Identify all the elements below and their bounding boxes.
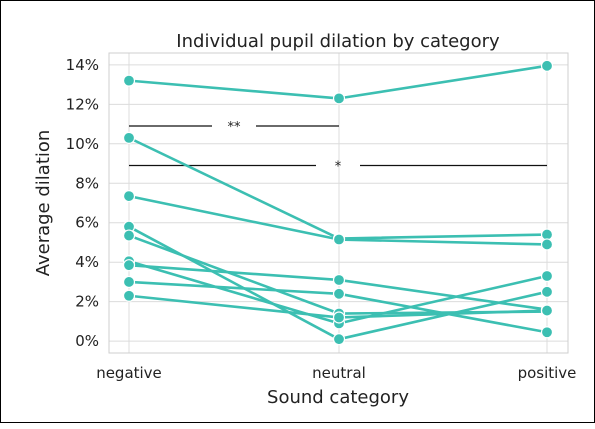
data-point: [122, 131, 136, 144]
series-line: [128, 136, 548, 240]
x-tick-label: neutral: [312, 364, 366, 382]
data-point: [540, 304, 554, 317]
series-group: [122, 59, 554, 346]
y-tick-label: 14%: [66, 56, 99, 74]
data-point: [122, 189, 136, 203]
significance-label: **: [228, 120, 242, 135]
data-point: [332, 287, 346, 300]
chart-title: Individual pupil dilation by category: [176, 31, 500, 52]
data-point: [332, 233, 346, 246]
y-tick-label: 6%: [75, 214, 99, 232]
y-tick-label: 0%: [75, 332, 99, 350]
x-tick-label: positive: [518, 364, 577, 382]
data-point: [540, 59, 554, 72]
data-point: [122, 229, 136, 242]
significance-label: *: [335, 160, 342, 175]
data-point: [122, 259, 136, 272]
y-tick-labels: 0% 2% 4% 6% 8% 10% 12% 14%: [66, 56, 99, 350]
data-point: [122, 289, 136, 302]
data-point: [122, 74, 136, 87]
data-point: [540, 238, 554, 251]
plot-area: [108, 52, 569, 354]
y-tick-label: 2%: [75, 293, 99, 311]
x-axis-title: Sound category: [267, 387, 409, 408]
data-point: [540, 269, 554, 283]
data-point: [540, 326, 554, 339]
y-tick-label: 4%: [75, 253, 99, 271]
data-point: [332, 333, 346, 346]
y-tick-label: 12%: [66, 95, 99, 113]
y-tick-label: 10%: [66, 135, 99, 153]
y-tick-label: 8%: [75, 174, 99, 192]
data-point: [122, 275, 136, 289]
significance-annotations: ***: [129, 120, 547, 175]
data-point: [540, 285, 554, 298]
data-point: [332, 273, 346, 287]
data-point: [332, 311, 346, 324]
x-tick-label: negative: [96, 364, 162, 382]
x-tick-labels: negative neutral positive: [96, 364, 576, 382]
data-point: [332, 92, 346, 105]
y-axis-title: Average dilation: [33, 130, 54, 277]
